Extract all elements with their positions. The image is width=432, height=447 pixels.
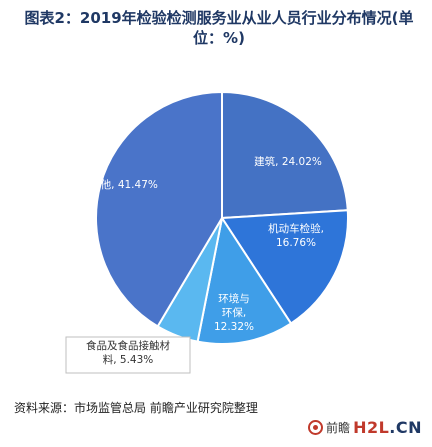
brand-domain-main: H2L: [353, 418, 390, 437]
pie-chart: 建筑, 24.02% 机动车检验, 16.76% 环境与环保, 12.32% 食品及食品接…: [65, 90, 349, 374]
chart-title: 图表2：2019年检验检测服务业从业人员行业分布情况(单位：%): [24, 9, 414, 47]
slice-label-box: [65, 336, 191, 374]
slice-label-line: 其他, 41.47%: [90, 178, 158, 191]
slice-label-line: 环保,: [222, 306, 246, 319]
brand-domain-tld: CN: [395, 418, 422, 437]
pie-slice-5: [95, 90, 223, 328]
slice-label-1: 建筑, 24.02%: [254, 155, 322, 168]
slice-label-line: 12.32%: [214, 321, 254, 333]
slice-label-4: 食品及食品接触材料, 5.43%: [86, 339, 170, 366]
slice-label-line: 环境与: [218, 292, 250, 305]
qianzhan-logo-icon: [308, 420, 324, 435]
slice-label-line: 料, 5.43%: [103, 353, 154, 366]
slice-label-line: 食品及食品接触材: [86, 339, 170, 352]
pie-slice-2: [220, 209, 349, 325]
brand-logo: 前瞻 H2L.CN: [308, 418, 422, 437]
slice-label-3: 环境与环保, 12.32%: [214, 292, 254, 333]
pie-slice-1: [221, 90, 349, 220]
brand-domain-dot: .: [389, 418, 396, 437]
slice-label-5: 其他, 41.47%: [90, 178, 158, 191]
slice-label-line: 机动车检验,: [268, 222, 324, 235]
slice-label-2: 机动车检验, 16.76%: [268, 222, 324, 249]
pie-slice-3: [196, 215, 293, 345]
source-note: 资料来源：市场监管总局 前瞻产业研究院整理: [14, 401, 258, 415]
brand-name: 前瞻: [326, 421, 351, 435]
slice-label-line: 建筑, 24.02%: [254, 155, 322, 168]
brand-domain: H2L.CN: [353, 418, 422, 437]
slice-label-line: 16.76%: [276, 237, 316, 249]
